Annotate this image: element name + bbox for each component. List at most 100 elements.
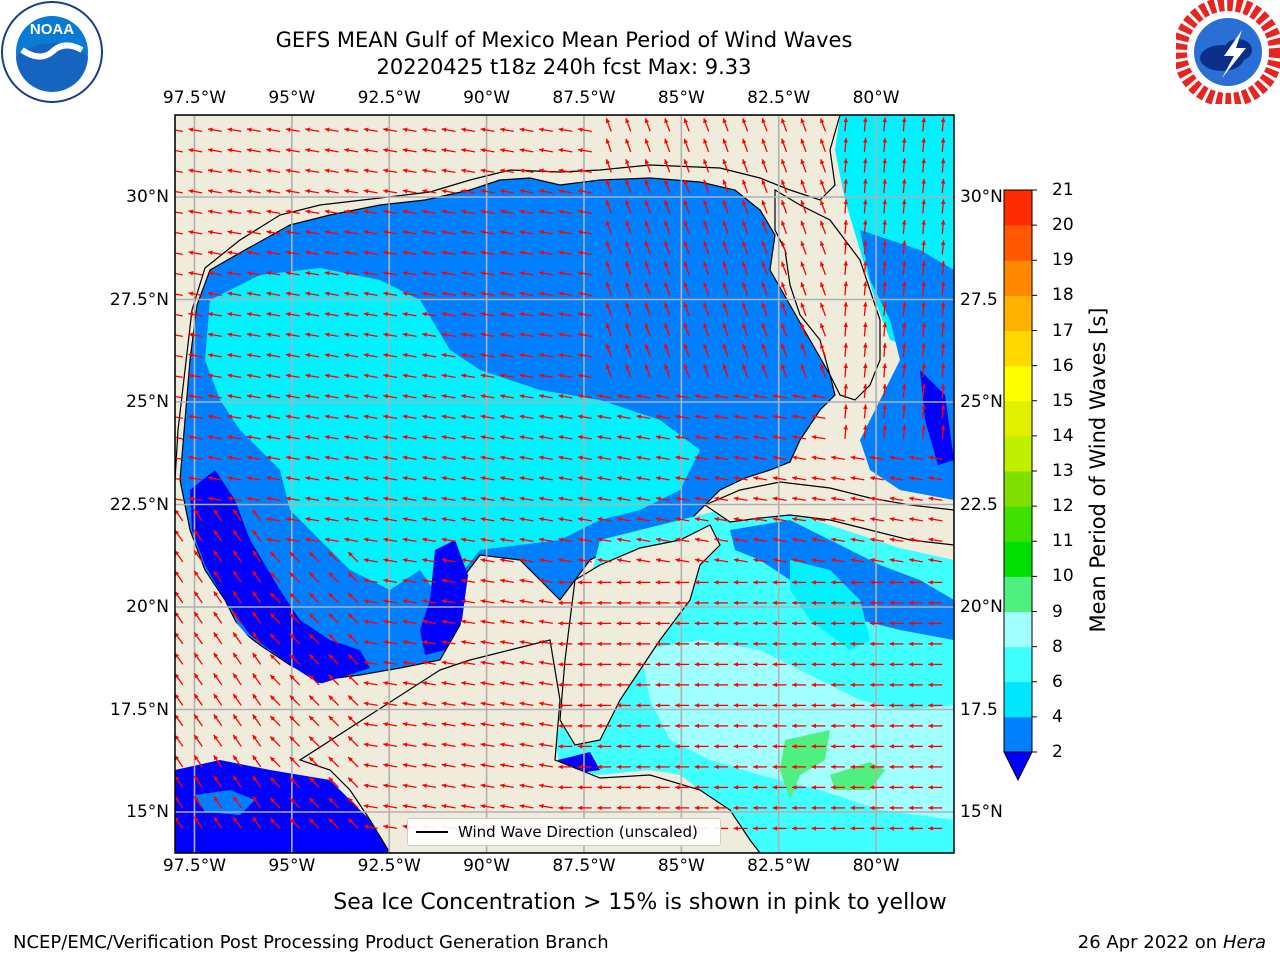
wave-direction-arrow (694, 682, 709, 688)
wave-direction-arrow (722, 241, 729, 255)
wave-direction-arrow (791, 580, 806, 585)
wave-direction-arrow (811, 435, 826, 440)
wave-direction-arrow (792, 496, 807, 502)
wave-direction-arrow (636, 455, 651, 461)
wave-direction-arrow (232, 755, 242, 768)
wave-direction-arrow (636, 785, 651, 790)
wave-direction-arrow (402, 599, 417, 604)
colorbar-segment (1004, 716, 1032, 753)
wave-direction-arrow (761, 138, 768, 153)
wave-direction-arrow (324, 127, 339, 133)
wave-direction-arrow (207, 271, 222, 276)
wave-direction-arrow (811, 703, 826, 708)
wave-direction-arrow (363, 250, 378, 256)
wave-direction-arrow (363, 148, 378, 153)
wave-direction-arrow (227, 250, 242, 256)
wave-direction-arrow (558, 189, 573, 194)
wave-direction-arrow (499, 148, 514, 153)
wave-direction-arrow (625, 138, 632, 153)
wave-direction-arrow (625, 364, 632, 378)
wave-direction-arrow (289, 818, 301, 829)
wave-direction-arrow (422, 332, 437, 338)
wave-direction-arrow (694, 744, 709, 749)
wave-direction-arrow (597, 764, 612, 770)
wave-direction-arrow (694, 703, 709, 708)
wave-direction-arrow (597, 435, 612, 440)
wave-direction-arrow (213, 693, 223, 706)
wave-direction-arrow (908, 744, 923, 749)
wave-direction-arrow (499, 250, 514, 256)
wave-direction-arrow (305, 537, 320, 543)
wave-direction-arrow (344, 537, 359, 543)
wave-direction-arrow (441, 291, 456, 297)
wave-direction-arrow (733, 476, 748, 481)
wave-direction-arrow (558, 168, 573, 174)
wave-direction-arrow (519, 517, 534, 522)
wave-direction-arrow (461, 312, 476, 317)
lat-tick-right: 17.5 (960, 699, 998, 720)
lat-tick-left: 25°N (126, 392, 169, 412)
wave-direction-arrow (664, 159, 671, 173)
wave-direction-arrow (889, 805, 904, 811)
wave-direction-arrow (644, 159, 651, 173)
wave-direction-arrow (558, 558, 573, 563)
wave-direction-arrow (811, 476, 826, 481)
wave-direction-arrow (664, 261, 671, 276)
wave-direction-arrow (616, 537, 631, 543)
wave-direction-arrow (461, 394, 476, 399)
wave-direction-arrow (577, 250, 592, 256)
wave-direction-arrow (597, 580, 612, 585)
wave-direction-arrow (324, 394, 339, 399)
wave-direction-arrow (538, 599, 553, 604)
wave-direction-arrow (305, 414, 320, 420)
wave-direction-arrow (928, 600, 943, 606)
wave-direction-arrow (714, 455, 729, 461)
wave-direction-arrow (232, 796, 242, 809)
wave-direction-arrow (324, 148, 339, 153)
wave-direction-arrow (850, 662, 865, 667)
wave-direction-arrow (246, 435, 261, 440)
wave-direction-arrow (499, 681, 514, 686)
lon-tick-bottom: 85°W (657, 856, 705, 876)
colorbar-segment (1004, 365, 1032, 402)
wave-direction-arrow (402, 168, 417, 174)
wave-direction-arrow (285, 517, 300, 522)
wave-direction-arrow (869, 662, 884, 667)
wave-direction-arrow (655, 394, 670, 399)
lat-tick-left: 15°N (126, 802, 169, 822)
wave-direction-arrow (577, 230, 592, 235)
wave-direction-arrow (558, 332, 573, 338)
wave-direction-arrow (683, 138, 690, 153)
wave-direction-arrow (694, 414, 709, 420)
wave-direction-arrow (363, 271, 378, 276)
wave-direction-arrow (538, 189, 553, 194)
wave-direction-arrow (558, 271, 573, 276)
wave-direction-arrow (597, 723, 612, 729)
wave-direction-arrow (232, 652, 242, 665)
lat-tick-right: 20°N (960, 597, 1003, 617)
wave-direction-arrow (188, 455, 203, 461)
wave-direction-arrow (175, 714, 184, 727)
wave-direction-arrow (441, 332, 456, 338)
wave-direction-arrow (461, 742, 476, 748)
wave-direction-arrow (499, 312, 514, 317)
wave-direction-arrow (675, 455, 690, 461)
colorbar-tick-label: 16 (1052, 355, 1074, 376)
wave-direction-arrow (869, 537, 885, 543)
wave-direction-arrow (772, 785, 787, 790)
wave-direction-arrow (305, 517, 320, 522)
wave-direction-arrow (328, 613, 340, 624)
wave-direction-arrow (772, 764, 787, 770)
wave-direction-arrow (843, 199, 849, 214)
wave-direction-arrow (616, 600, 631, 606)
wave-direction-arrow (889, 703, 904, 708)
wave-direction-arrow (422, 209, 437, 215)
wave-direction-arrow (781, 159, 788, 173)
wave-direction-arrow (266, 455, 281, 461)
colorbar-segment (1004, 506, 1032, 542)
wave-direction-arrow (781, 261, 788, 276)
wave-direction-arrow (269, 654, 281, 665)
wave-direction-arrow (636, 805, 651, 811)
wave-direction-arrow (791, 621, 806, 626)
wave-direction-arrow (558, 723, 573, 729)
